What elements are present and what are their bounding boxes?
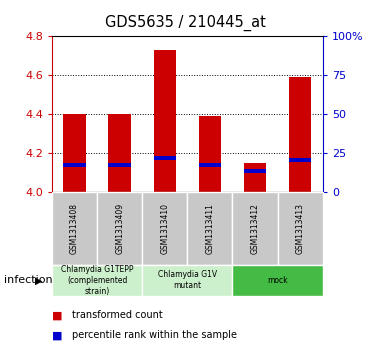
Bar <box>63 163 86 167</box>
Bar <box>154 50 176 192</box>
Bar <box>198 163 221 167</box>
Text: ■: ■ <box>52 310 62 321</box>
Text: GSM1313409: GSM1313409 <box>115 203 124 254</box>
Text: GSM1313413: GSM1313413 <box>296 203 305 254</box>
Bar <box>198 116 221 192</box>
Text: GSM1313408: GSM1313408 <box>70 203 79 254</box>
Text: Chlamydia G1TEPP
(complemented
strain): Chlamydia G1TEPP (complemented strain) <box>61 265 133 296</box>
Bar <box>154 156 176 160</box>
Bar <box>63 114 86 192</box>
Bar <box>244 168 266 173</box>
Text: percentile rank within the sample: percentile rank within the sample <box>72 330 237 340</box>
Text: Chlamydia G1V
mutant: Chlamydia G1V mutant <box>158 270 217 290</box>
Bar <box>108 114 131 192</box>
Text: GSM1313412: GSM1313412 <box>250 203 260 254</box>
Bar <box>289 158 312 162</box>
Text: GDS5635 / 210445_at: GDS5635 / 210445_at <box>105 15 266 31</box>
Bar <box>289 77 312 192</box>
Bar <box>108 163 131 167</box>
Text: ■: ■ <box>52 330 62 340</box>
Text: ▶: ▶ <box>35 276 43 285</box>
Text: transformed count: transformed count <box>72 310 163 321</box>
Text: GSM1313411: GSM1313411 <box>206 203 214 254</box>
Bar <box>244 163 266 192</box>
Text: infection: infection <box>4 276 52 285</box>
Text: GSM1313410: GSM1313410 <box>160 203 169 254</box>
Text: mock: mock <box>267 276 288 285</box>
